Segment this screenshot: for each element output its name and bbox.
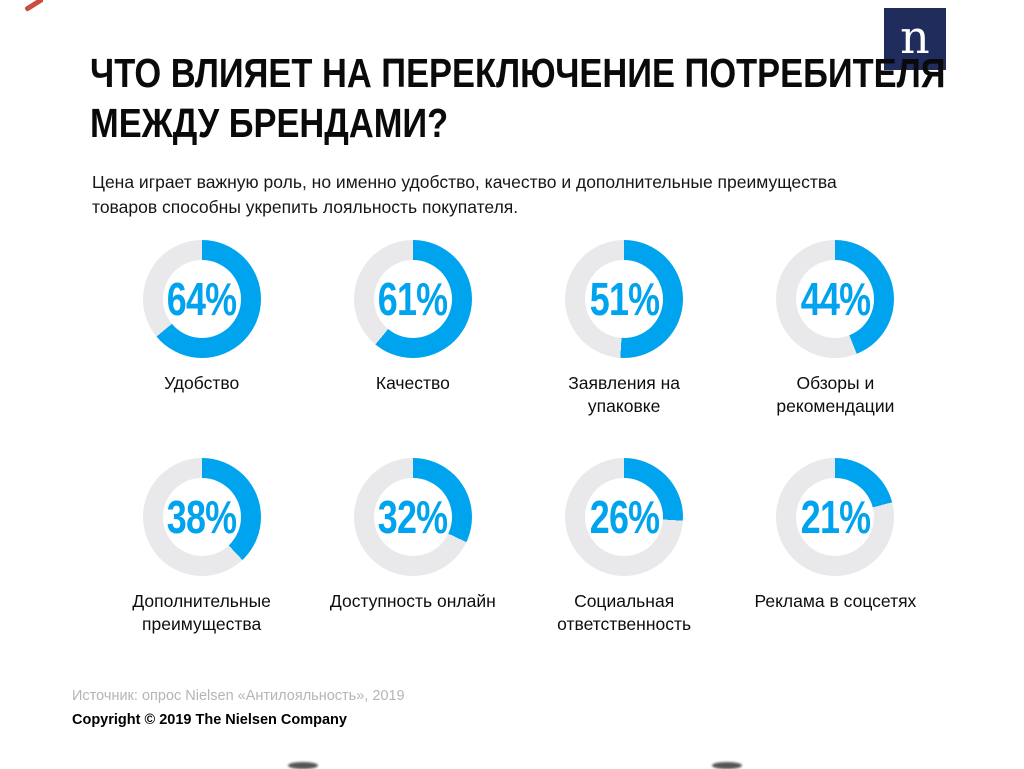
copyright-note: Copyright © 2019 The Nielsen Company: [72, 712, 347, 728]
stat-cell-convenience: 64% Удобство: [96, 240, 307, 418]
nielsen-logo-letter: n: [900, 10, 930, 64]
stat-cell-reviews: 44% Обзоры и рекомендации: [730, 240, 941, 418]
donut-hole: 51%: [585, 260, 664, 338]
donut-grid: 64% Удобство 61% Качество 51% Заявления …: [96, 240, 941, 636]
scan-artifact-top-left: [24, 0, 44, 12]
donut-hole: 32%: [373, 478, 452, 557]
page-title-line2: МЕЖДУ БРЕНДАМИ?: [90, 100, 449, 147]
scan-artifact-bottom-left: [288, 762, 318, 769]
donut-ring: 44%: [776, 240, 895, 358]
stat-cell-packaging-claims: 51% Заявления на упаковке: [519, 240, 730, 418]
donut-hole: 44%: [796, 260, 875, 338]
donut-value: 26%: [589, 491, 659, 544]
donut-label: Социальная ответственность: [557, 591, 692, 635]
donut-hole: 26%: [585, 478, 664, 557]
source-note: Источник: опрос Nielsen «Антилояльность»…: [72, 688, 405, 704]
donut-ring: 26%: [565, 458, 684, 577]
stat-cell-social-ads: 21% Реклама в соцсетях: [730, 458, 941, 636]
donut-label: Качество: [375, 373, 450, 393]
donut-label: Заявления на упаковке: [568, 373, 681, 417]
page-subtitle: Цена играет важную роль, но именно удобс…: [92, 172, 837, 218]
donut-label: Обзоры и рекомендации: [776, 373, 895, 417]
page-title-line1: ЧТО ВЛИЯЕТ НА ПЕРЕКЛЮЧЕНИЕ ПОТРЕБИТЕЛЯ: [90, 50, 946, 96]
donut-value: 32%: [378, 491, 448, 544]
donut-value: 38%: [166, 491, 237, 544]
page-title: ЧТО ВЛИЯЕТ НА ПЕРЕКЛЮЧЕНИЕ ПОТРЕБИТЕЛЯ М…: [90, 48, 946, 148]
stat-cell-social-responsibility: 26% Социальная ответственность: [519, 458, 730, 636]
donut-hole: 38%: [162, 478, 241, 557]
donut-label: Доступность онлайн: [329, 591, 496, 612]
donut-value: 44%: [800, 273, 871, 325]
donut-value: 64%: [166, 273, 237, 325]
donut-ring: 32%: [353, 458, 472, 577]
donut-label: Реклама в соцсетях: [754, 591, 917, 612]
donut-hole: 21%: [796, 478, 875, 557]
scan-artifact-bottom-right: [712, 762, 742, 769]
stat-cell-online-availability: 32% Доступность онлайн: [307, 458, 518, 636]
donut-ring: 38%: [142, 458, 261, 577]
donut-hole: 64%: [162, 260, 241, 338]
stat-cell-quality: 61% Качество: [307, 240, 518, 418]
donut-label: Удобство: [164, 373, 240, 393]
donut-hole: 61%: [373, 260, 452, 338]
stat-cell-extra-benefits: 38% Дополнительные преимущества: [96, 458, 307, 636]
donut-ring: 64%: [142, 240, 261, 358]
donut-ring: 51%: [565, 240, 684, 358]
donut-value: 51%: [589, 273, 659, 325]
donut-value: 21%: [800, 491, 871, 544]
nielsen-logo: n: [884, 8, 946, 70]
donut-label: Дополнительные преимущества: [132, 591, 271, 635]
donut-ring: 21%: [776, 458, 895, 577]
donut-value: 61%: [378, 273, 448, 325]
donut-ring: 61%: [353, 240, 472, 358]
